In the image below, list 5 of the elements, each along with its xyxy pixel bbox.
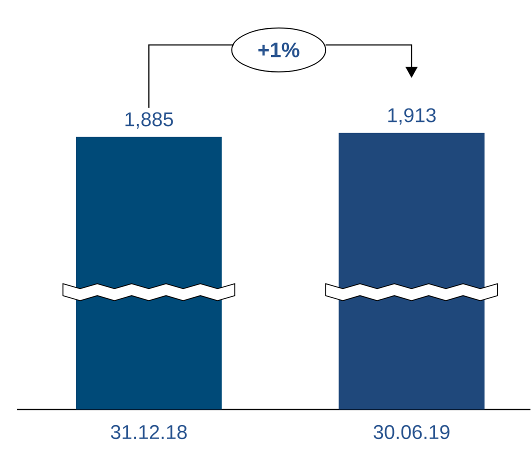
data-label: 1,885 xyxy=(126,112,173,128)
data-label: 1,913 xyxy=(388,108,436,124)
text: +1% xyxy=(258,42,300,58)
x-tick-label: 31.12.18 xyxy=(110,424,187,439)
x-tick-label: 30.06.19 xyxy=(374,424,450,439)
